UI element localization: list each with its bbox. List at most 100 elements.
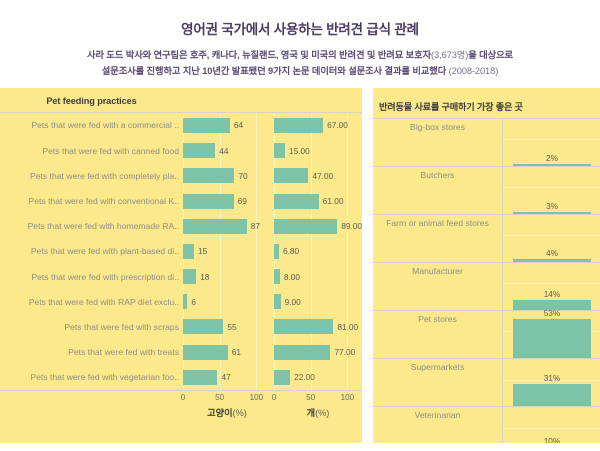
purchase-location-label: Supermarkets [373, 359, 503, 407]
cat-bar-cell: 6 [183, 289, 271, 315]
bar-wrap: 6.80 [274, 239, 362, 264]
bar[interactable] [274, 319, 334, 335]
left-chart-row: Pets that were fed with scraps 55 81.00 [0, 314, 362, 340]
bar-wrap: 47 [183, 365, 271, 390]
bar-value-label: 10% [543, 436, 561, 443]
dog-axis-title: 개(%) [274, 405, 362, 419]
dog-bar-cell: 22.00 [274, 364, 362, 390]
cat-bar-cell: 18 [183, 263, 271, 290]
panels-row: Pet feeding practices Pets that were fed… [0, 87, 600, 443]
bar[interactable] [183, 369, 218, 385]
bar-value-label: 31% [543, 372, 561, 383]
bar-value-label: 15.00 [289, 145, 310, 156]
left-chart-row: Pets that were fed with RAP diet exclu..… [0, 289, 362, 315]
left-panel-top-rule [0, 111, 362, 113]
dog-axis: 개(%) 0 50 100 [272, 391, 362, 421]
bar-wrap: 55 [183, 314, 271, 339]
gridline [503, 187, 600, 189]
subtitle-line-1-bold: 사라 도드 박사와 연구팀은 호주, 캐나다, 뉴질랜드, 영국 및 미국의 반… [86, 50, 432, 61]
bar[interactable] [513, 259, 591, 263]
bar[interactable] [274, 193, 319, 209]
bar[interactable] [183, 294, 188, 310]
purchase-location-row: Pet stores 53% [373, 308, 600, 359]
bar[interactable] [183, 218, 247, 234]
bar-value-label: 2% [546, 152, 558, 163]
bar-wrap: 87 [183, 214, 271, 239]
row-label: Pets that were fed with completely pla.. [29, 170, 179, 181]
bar[interactable] [274, 294, 281, 310]
right-chart-rows: Big-box stores 2% Butchers 3% Farm or animal… [373, 117, 600, 443]
bar-value-label: 6.80 [282, 246, 300, 257]
bar[interactable] [274, 269, 280, 285]
bar-value-label: 77.00 [334, 347, 356, 358]
bar-value-label: 55 [227, 321, 237, 332]
bar[interactable] [274, 369, 291, 385]
bar[interactable] [183, 117, 230, 133]
bar[interactable] [183, 193, 234, 209]
dog-bar-cell: 8.00 [274, 263, 362, 290]
left-chart-row: Pets that were fed with treats 61 77.00 [0, 339, 362, 365]
bar[interactable] [183, 344, 228, 360]
bar-wrap: 18 [183, 264, 271, 289]
left-chart-row: Pets that were fed with prescription di.… [0, 263, 362, 290]
dog-bar-cell: 77.00 [274, 339, 362, 365]
purchase-location-bar-cell: 3% [503, 167, 600, 215]
bar[interactable] [513, 383, 591, 407]
left-panel-header: Pet feeding practices [0, 88, 362, 112]
bar[interactable] [274, 344, 331, 360]
bar[interactable] [513, 299, 591, 311]
bar-value-label: 61 [231, 347, 241, 358]
bar-wrap: 81.00 [274, 314, 362, 339]
gridline [503, 139, 600, 141]
cat-bar-cell: 61 [183, 339, 271, 365]
bar-value-label: 44 [219, 145, 229, 156]
subtitle-line-2-years: (2008-2018) [446, 65, 499, 76]
bar-value-label: 3% [546, 200, 558, 211]
bar[interactable] [183, 269, 197, 285]
bar[interactable] [274, 117, 324, 133]
bar-wrap: 9.00 [274, 289, 362, 314]
purchase-location-label: Big-box stores [373, 118, 503, 166]
bar-value-label: 6 [191, 296, 197, 307]
purchase-location-row: Farm or animal feed stores 4% [373, 214, 600, 263]
bar[interactable] [513, 319, 591, 359]
bar[interactable] [513, 211, 591, 215]
dog-bar-cell: 81.00 [274, 314, 362, 340]
bar-value-label: 64 [233, 120, 244, 131]
bar[interactable] [274, 218, 338, 234]
purchase-location-label: Pet stores [373, 311, 503, 359]
cat-axis-unit: (%) [232, 407, 247, 418]
bar-wrap: 70 [183, 163, 271, 188]
cat-axis-label: 고양이 [207, 407, 233, 418]
purchase-location-bar-cell: 31% [503, 359, 600, 407]
left-chart-rows: Pets that were fed with a commercial .. 6… [0, 112, 362, 390]
bar-value-label: 67.00 [327, 120, 348, 131]
cat-bar-cell: 87 [183, 213, 271, 239]
bar[interactable] [274, 143, 285, 159]
bar[interactable] [274, 243, 279, 259]
purchase-location-bar-cell: 53% [503, 308, 600, 359]
subtitle-line-1-count: (3,673명) [431, 50, 469, 61]
left-chart-row: Pets that were fed with conventional K..… [0, 188, 362, 214]
axis-tick: 100 [249, 392, 264, 402]
subtitle-line-1: 사라 도드 박사와 연구팀은 호주, 캐나다, 뉴질랜드, 영국 및 미국의 반… [40, 48, 560, 63]
left-chart-row: Pets that were fed with plant-based di..… [0, 238, 362, 264]
bar-wrap: 69 [183, 188, 271, 213]
dog-axis-unit: (%) [315, 407, 330, 418]
bar[interactable] [513, 163, 591, 166]
bar-value-label: 61.00 [322, 196, 344, 206]
row-label: Pets that were fed with canned food [42, 145, 179, 156]
row-label: Pets that were fed with prescription di.… [31, 271, 179, 282]
purchase-location-row: Manufacturer 14% [373, 262, 600, 311]
cat-bar-cell: 47 [183, 364, 271, 390]
bar-value-label: 89.00 [341, 221, 362, 232]
bar[interactable] [183, 143, 216, 159]
bar-area: 3% [513, 167, 591, 215]
cat-bar-cell: 69 [183, 188, 271, 214]
subtitle-line-2-bold: 설문조사를 진행하고 지난 10년간 발표됐던 9가지 논문 데이터와 설문조사… [101, 65, 447, 76]
bar[interactable] [183, 168, 235, 184]
pet-feeding-practices-panel: Pet feeding practices Pets that were fed… [0, 87, 362, 443]
bar[interactable] [183, 319, 224, 335]
bar[interactable] [183, 243, 194, 259]
bar[interactable] [274, 168, 309, 184]
